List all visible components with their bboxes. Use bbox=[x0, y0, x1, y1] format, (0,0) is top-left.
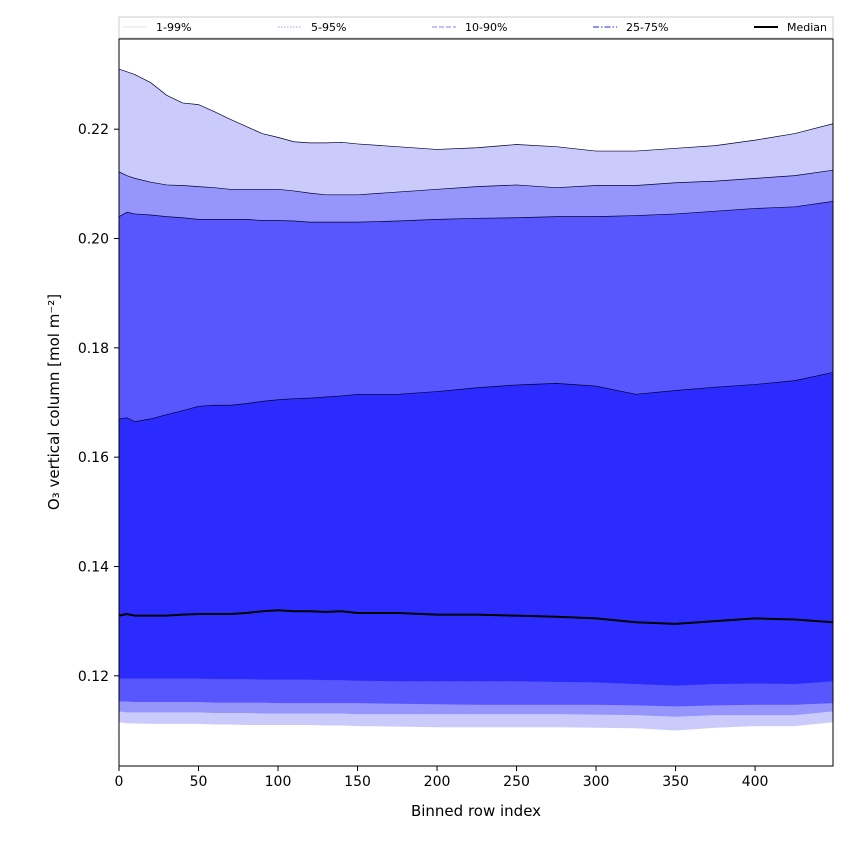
band-25-75% bbox=[119, 372, 833, 686]
y-axis-title: O₃ vertical column [mol m⁻²] bbox=[45, 294, 63, 510]
band-upper-edge-5-95% bbox=[119, 169, 833, 196]
median-line bbox=[119, 609, 833, 625]
x-tick-label: 350 bbox=[662, 774, 689, 790]
legend-label: 25-75% bbox=[626, 21, 668, 34]
legend-label: 1-99% bbox=[156, 21, 191, 34]
y-tick-label: 0.16 bbox=[78, 450, 109, 466]
x-tick-label: 200 bbox=[424, 774, 451, 790]
x-tick-label: 50 bbox=[190, 774, 208, 790]
plot-area bbox=[118, 38, 834, 767]
band-upper-edge-25-75% bbox=[119, 372, 833, 422]
legend-box bbox=[118, 16, 834, 39]
band-upper-edge-1-99% bbox=[119, 68, 833, 152]
y-axis: 0.12 0.14 0.16 0.18 0.20 0.22 bbox=[78, 122, 119, 685]
legend-label: 10-90% bbox=[465, 21, 507, 34]
legend-label: 5-95% bbox=[311, 21, 346, 34]
y-tick-label: 0.12 bbox=[78, 669, 109, 685]
legend-label: Median bbox=[787, 21, 827, 34]
x-tick-label: 150 bbox=[344, 774, 371, 790]
x-axis: 0 50 100 150 200 250 300 350 400 bbox=[115, 766, 769, 790]
plot-frame bbox=[118, 38, 834, 767]
legend: 1-99% 5-95% 10-90% 25-75% Median bbox=[118, 16, 834, 39]
y-tick-label: 0.18 bbox=[78, 341, 109, 357]
x-tick-label: 0 bbox=[115, 774, 124, 790]
y-tick-label: 0.22 bbox=[78, 122, 109, 138]
x-tick-label: 400 bbox=[742, 774, 769, 790]
x-tick-label: 250 bbox=[503, 774, 530, 790]
y-tick-label: 0.14 bbox=[78, 559, 109, 575]
x-axis-title: Binned row index bbox=[411, 802, 541, 820]
y-tick-label: 0.20 bbox=[78, 232, 109, 248]
x-tick-label: 100 bbox=[265, 774, 292, 790]
x-tick-label: 300 bbox=[583, 774, 610, 790]
band-upper-edge-10-90% bbox=[119, 201, 833, 223]
